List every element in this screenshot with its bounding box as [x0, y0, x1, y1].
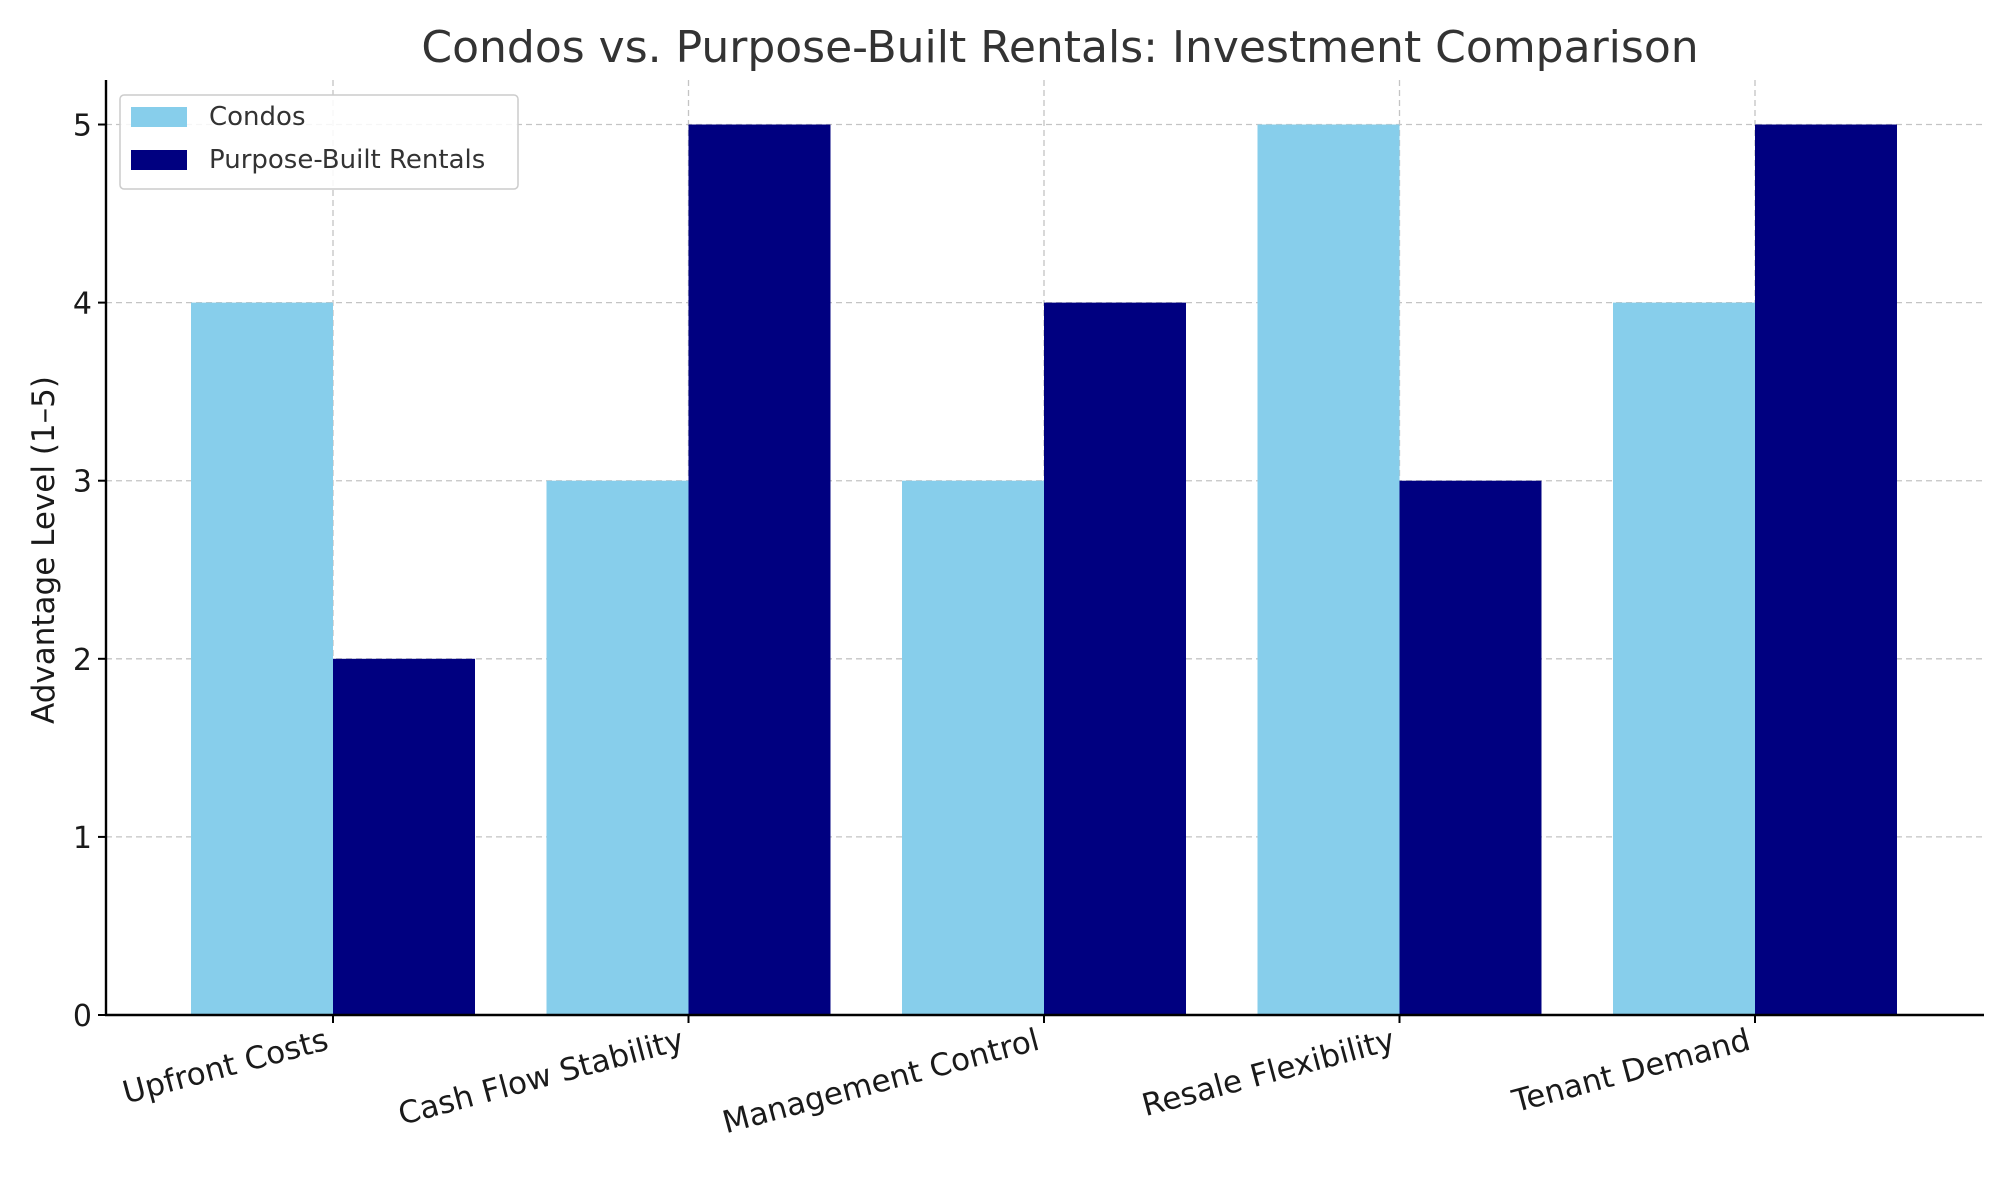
- legend: Condos Purpose-Built Rentals: [119, 94, 519, 190]
- legend-swatch-purpose-built-rentals: [131, 150, 187, 170]
- y-tick-label-4: 4: [73, 287, 92, 322]
- legend-label-purpose-built-rentals: Purpose-Built Rentals: [209, 145, 485, 175]
- bar-condos-resale-flexibility: [1257, 124, 1400, 1016]
- bar-purpose-built-rentals-upfront-costs: [333, 658, 475, 1015]
- x-tick-label-tenant-demand: Tenant Demand: [1508, 1022, 1754, 1120]
- bars: [191, 124, 1897, 1016]
- legend-label-condos: Condos: [209, 102, 306, 132]
- y-axis-label: Advantage Level (1–5): [26, 376, 62, 724]
- legend-swatch-condos: [131, 107, 187, 127]
- bar-condos-cash-flow-stability: [546, 480, 689, 1015]
- x-tick-label-resale-flexibility: Resale Flexibility: [1138, 1022, 1398, 1124]
- y-tick-label-1: 1: [73, 821, 92, 856]
- y-tick-label-0: 0: [73, 999, 92, 1034]
- x-axis-ticks: Upfront Costs Cash Flow Stability Manageme…: [119, 1015, 1756, 1141]
- y-axis-ticks: 0 1 2 3 4 5: [73, 109, 106, 1034]
- chart-title: Condos vs. Purpose-Built Rentals: Invest…: [421, 22, 1698, 73]
- x-tick-label-management-control: Management Control: [719, 1022, 1043, 1141]
- bar-condos-management-control: [902, 480, 1044, 1015]
- y-tick-label-5: 5: [73, 109, 92, 144]
- y-tick-label-3: 3: [73, 465, 92, 500]
- legend-box: [119, 94, 519, 190]
- bar-condos-tenant-demand: [1613, 302, 1755, 1016]
- y-tick-label-2: 2: [73, 643, 92, 678]
- bar-purpose-built-rentals-cash-flow-stability: [688, 124, 831, 1016]
- bar-condos-upfront-costs: [191, 302, 333, 1016]
- bar-purpose-built-rentals-tenant-demand: [1755, 124, 1897, 1016]
- bar-purpose-built-rentals-resale-flexibility: [1399, 480, 1542, 1015]
- x-tick-label-cash-flow-stability: Cash Flow Stability: [394, 1022, 687, 1133]
- bar-purpose-built-rentals-management-control: [1044, 302, 1186, 1016]
- x-tick-label-upfront-costs: Upfront Costs: [119, 1022, 332, 1111]
